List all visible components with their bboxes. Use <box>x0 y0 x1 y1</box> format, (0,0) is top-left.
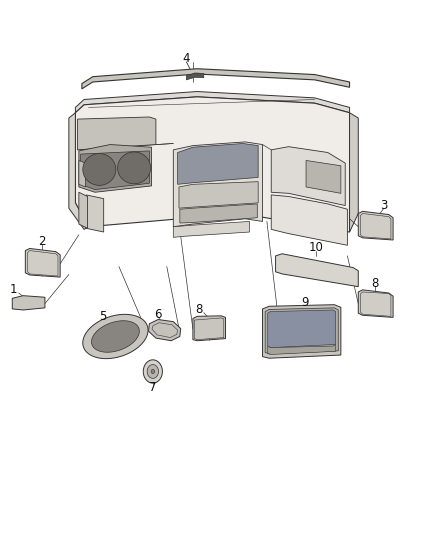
Polygon shape <box>151 369 155 374</box>
Polygon shape <box>271 195 347 245</box>
Polygon shape <box>268 344 336 354</box>
Polygon shape <box>358 290 393 317</box>
Polygon shape <box>118 152 151 184</box>
Text: 2: 2 <box>38 235 46 247</box>
Polygon shape <box>262 305 341 358</box>
Polygon shape <box>81 151 149 190</box>
Polygon shape <box>78 117 156 150</box>
Polygon shape <box>180 204 257 223</box>
Text: 1: 1 <box>10 284 18 296</box>
Text: 7: 7 <box>149 381 157 394</box>
Polygon shape <box>265 308 338 354</box>
Polygon shape <box>147 365 159 378</box>
Polygon shape <box>358 212 393 240</box>
Polygon shape <box>178 143 258 184</box>
Text: 3: 3 <box>380 199 387 212</box>
Polygon shape <box>271 147 345 206</box>
Polygon shape <box>148 319 181 341</box>
Polygon shape <box>86 195 104 232</box>
Polygon shape <box>75 92 350 113</box>
Text: 8: 8 <box>196 303 203 317</box>
Polygon shape <box>79 192 88 228</box>
Polygon shape <box>173 142 262 227</box>
Polygon shape <box>12 296 45 310</box>
Polygon shape <box>25 248 60 277</box>
Polygon shape <box>83 154 116 185</box>
Polygon shape <box>83 314 148 359</box>
Polygon shape <box>82 69 350 89</box>
Polygon shape <box>179 182 258 208</box>
Polygon shape <box>306 160 341 193</box>
Text: 4: 4 <box>183 52 190 65</box>
Polygon shape <box>79 144 152 192</box>
Text: 10: 10 <box>309 241 324 254</box>
Polygon shape <box>276 254 358 287</box>
Text: 8: 8 <box>371 277 378 290</box>
Polygon shape <box>350 113 358 232</box>
Text: 6: 6 <box>154 308 162 321</box>
Polygon shape <box>193 316 226 341</box>
Polygon shape <box>268 310 336 348</box>
Polygon shape <box>69 113 88 229</box>
Text: 9: 9 <box>301 296 309 309</box>
Polygon shape <box>92 321 139 352</box>
Polygon shape <box>79 160 85 187</box>
Polygon shape <box>186 73 204 80</box>
Polygon shape <box>75 97 350 232</box>
Text: 5: 5 <box>99 310 106 324</box>
Polygon shape <box>143 360 162 383</box>
Polygon shape <box>173 221 250 237</box>
